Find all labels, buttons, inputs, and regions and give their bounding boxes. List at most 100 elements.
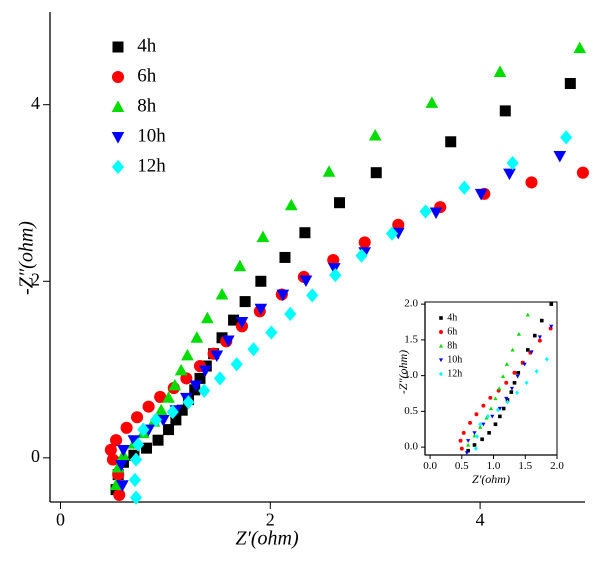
marker (174, 363, 188, 376)
legend-label: 12h (447, 368, 462, 379)
marker (503, 168, 516, 181)
marker (306, 288, 319, 303)
marker (162, 391, 175, 403)
marker (233, 259, 247, 272)
y-tick-label: 1.5 (404, 333, 418, 345)
marker (498, 414, 502, 419)
marker (239, 296, 251, 308)
legend-label: 8h (447, 340, 457, 351)
marker (493, 396, 498, 401)
marker (120, 421, 133, 434)
marker (168, 378, 182, 391)
marker (472, 443, 477, 447)
legend-label: 8h (137, 95, 157, 116)
marker (484, 415, 489, 420)
marker (506, 155, 519, 171)
marker (279, 251, 291, 263)
marker (110, 434, 123, 447)
marker (505, 399, 510, 405)
marker (466, 439, 471, 443)
marker (493, 422, 498, 427)
marker (284, 198, 298, 211)
marker (478, 424, 483, 429)
x-tick-label: 2.0 (550, 460, 564, 472)
marker (137, 422, 150, 437)
marker (553, 150, 567, 163)
marker (213, 371, 226, 386)
marker (425, 96, 439, 108)
marker (549, 324, 554, 329)
marker (512, 380, 517, 385)
marker (194, 372, 206, 384)
marker (529, 350, 534, 355)
marker (265, 325, 278, 340)
marker (515, 390, 519, 396)
marker (329, 267, 342, 283)
marker (189, 380, 203, 393)
legend-label: 6h (137, 65, 157, 86)
marker (512, 370, 517, 375)
legend-label: 10h (447, 354, 462, 365)
marker (111, 132, 125, 144)
marker (445, 136, 457, 148)
marker (493, 65, 507, 77)
marker (522, 362, 527, 367)
marker (481, 422, 486, 427)
marker (461, 430, 466, 435)
marker (385, 226, 399, 241)
marker (358, 236, 371, 249)
x-tick-label: 0.5 (455, 460, 469, 472)
marker (129, 452, 143, 467)
marker (230, 357, 243, 372)
marker (355, 248, 368, 263)
inset-frame (424, 301, 558, 456)
marker (198, 365, 212, 378)
marker (549, 302, 554, 306)
marker (509, 390, 514, 394)
marker (474, 412, 479, 417)
marker (299, 275, 313, 287)
legend-label: 10h (137, 125, 166, 146)
legend-label: 4h (447, 312, 457, 323)
marker (255, 275, 267, 287)
marker (113, 488, 126, 501)
marker (128, 472, 142, 488)
marker (276, 289, 290, 302)
marker (534, 369, 539, 374)
marker (504, 362, 509, 366)
marker (475, 434, 480, 439)
y-axis-label: -Z″(ohm) (396, 350, 410, 394)
y-tick-label: 2 (31, 269, 40, 289)
marker (539, 318, 544, 323)
x-tick-label: 4 (476, 510, 485, 530)
marker (504, 396, 509, 401)
legend-label: 12h (137, 155, 166, 176)
marker (464, 451, 469, 456)
legend-label: 4h (137, 35, 157, 56)
marker (524, 380, 529, 386)
marker (141, 442, 153, 454)
marker (222, 335, 235, 348)
marker (210, 350, 224, 363)
marker (438, 343, 444, 348)
marker (510, 347, 515, 352)
x-axis-label: Z′(ohm) (235, 528, 299, 550)
marker (439, 316, 443, 320)
marker (429, 207, 443, 220)
x-tick-label: 1.0 (487, 460, 501, 472)
marker (560, 130, 573, 145)
marker (419, 204, 432, 219)
marker (254, 303, 268, 316)
marker (154, 403, 168, 416)
marker (109, 478, 123, 491)
marker (516, 332, 521, 336)
x-tick-label: 1.5 (518, 460, 532, 472)
marker (459, 446, 464, 451)
marker (163, 424, 175, 436)
marker (131, 411, 144, 424)
marker (132, 437, 145, 452)
marker (499, 105, 511, 117)
marker (564, 78, 576, 90)
marker (525, 176, 538, 189)
x-tick-label: 0 (56, 510, 65, 530)
